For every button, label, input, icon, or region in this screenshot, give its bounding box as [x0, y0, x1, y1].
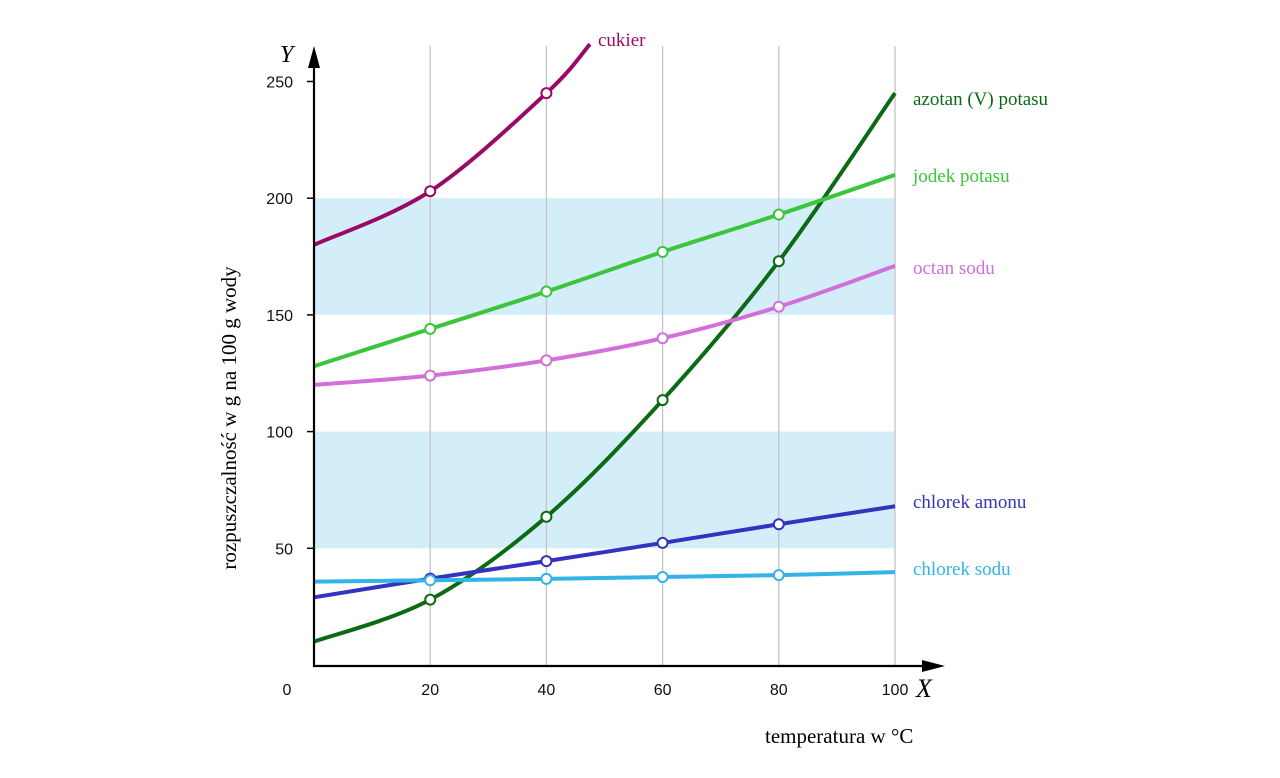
y-tick-label: 200 [266, 191, 293, 208]
series-label: chlorek sodu [913, 559, 1011, 580]
x-tick-label: 20 [421, 682, 439, 699]
data-point [540, 354, 553, 367]
x-tick-label: 0 [283, 682, 292, 699]
series-line [313, 92, 897, 644]
y-axis-arrow [308, 46, 320, 68]
series-line [313, 263, 896, 387]
data-point [540, 285, 553, 298]
series-label: octan sodu [913, 258, 995, 279]
data-point [656, 332, 669, 345]
data-point [540, 555, 553, 568]
data-point [540, 572, 553, 585]
series-label: chlorek amonu [913, 492, 1027, 513]
data-point [656, 245, 669, 258]
series-label: jodek potasu [912, 166, 1010, 187]
x-axis-title: temperatura w °C [765, 724, 913, 748]
series-line [313, 172, 896, 369]
series-label: azotan (V) potasu [913, 89, 1049, 110]
data-point [424, 574, 437, 587]
data-point [540, 510, 553, 523]
y-tick-label: 150 [266, 308, 293, 325]
x-tick-label: 80 [770, 682, 788, 699]
shaded-band [314, 431, 895, 549]
y-axis-title: rozpuszczalność w g na 100 g wody [217, 266, 241, 570]
shaded-band [314, 198, 895, 315]
data-point [424, 369, 437, 382]
data-point [772, 569, 785, 582]
data-point [656, 571, 669, 584]
data-point [424, 593, 437, 606]
data-point [772, 255, 785, 268]
data-point [656, 536, 669, 549]
data-point [772, 518, 785, 531]
data-point [772, 300, 785, 313]
data-point [424, 185, 437, 198]
x-axis-letter: X [915, 674, 933, 703]
y-axis-letter: Y [280, 42, 296, 68]
data-point [540, 87, 553, 100]
series-line [313, 570, 896, 584]
y-tick-label: 100 [266, 425, 293, 442]
data-point [772, 208, 785, 221]
x-axis-arrow [922, 660, 945, 672]
data-point [424, 322, 437, 335]
y-tick-label: 250 [266, 75, 293, 92]
x-tick-label: 100 [882, 682, 909, 699]
series-label: cukier [598, 30, 646, 51]
data-point [656, 394, 669, 407]
x-tick-label: 60 [654, 682, 672, 699]
x-tick-label: 40 [538, 682, 556, 699]
y-tick-label: 50 [275, 541, 293, 558]
series-line [313, 42, 592, 247]
